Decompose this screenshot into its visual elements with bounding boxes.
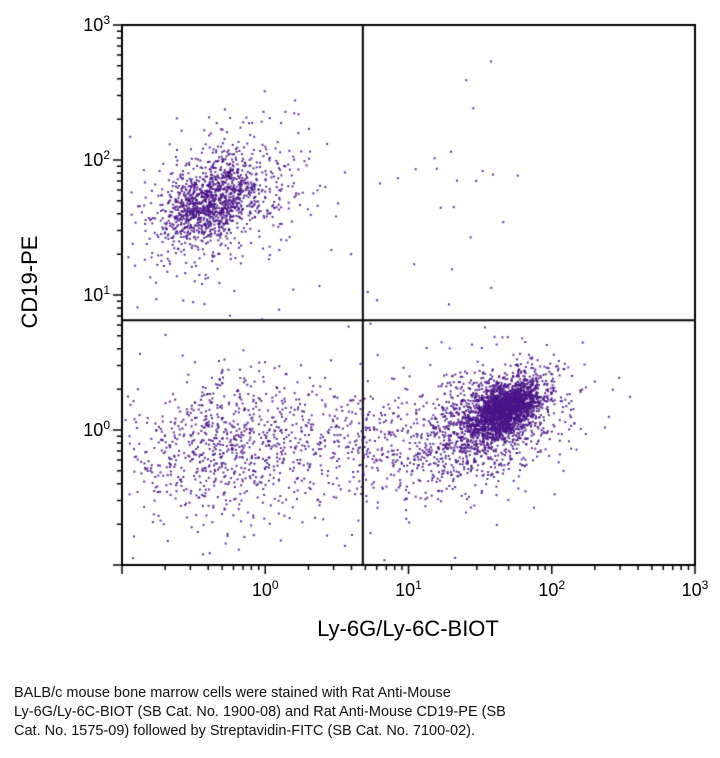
y-axis-label: CD19-PE — [17, 235, 42, 329]
y-tick-label: 100 — [83, 418, 110, 440]
x-tick-label: 102 — [538, 578, 566, 600]
caption-line: Ly-6G/Ly-6C-BIOT (SB Cat. No. 1900-08) a… — [14, 704, 506, 720]
x-axis-label: Ly-6G/Ly-6C-BIOT — [317, 616, 499, 641]
caption-line: Cat. No. 1575-09) followed by Streptavid… — [14, 723, 475, 739]
figure-caption: BALB/c mouse bone marrow cells were stai… — [14, 684, 506, 741]
caption-line: BALB/c mouse bone marrow cells were stai… — [14, 685, 451, 701]
y-tick-label: 102 — [83, 148, 110, 170]
scatter-plot-canvas — [0, 0, 720, 660]
x-tick-label: 103 — [681, 578, 709, 600]
y-tick-label: 103 — [83, 13, 110, 35]
y-tick-label: 101 — [83, 283, 110, 305]
x-tick-label: 100 — [251, 578, 279, 600]
x-tick-label: 101 — [395, 578, 422, 600]
